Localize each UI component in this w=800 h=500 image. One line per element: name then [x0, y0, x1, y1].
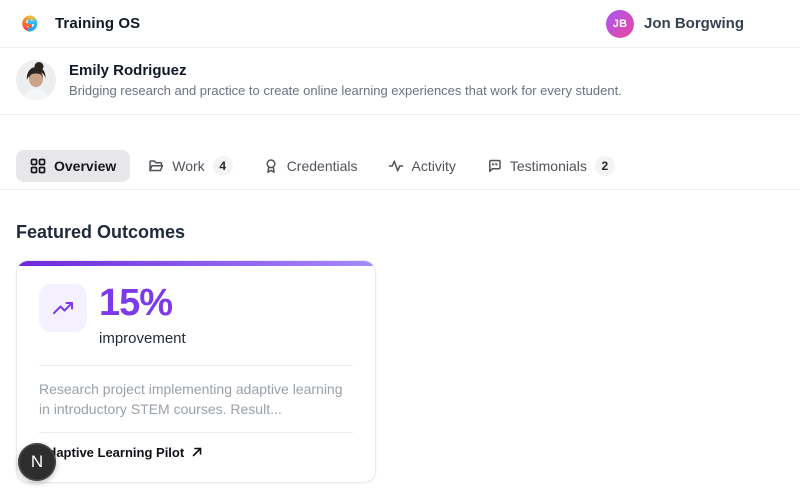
- card-divider: [39, 431, 353, 433]
- message-quote-icon: [486, 158, 502, 174]
- main-content: Featured Outcomes 15% improvement Resear…: [0, 222, 800, 483]
- section-title: Featured Outcomes: [16, 222, 186, 242]
- app-title: Training OS: [55, 15, 141, 32]
- card-divider: [39, 364, 353, 366]
- nextjs-dev-badge[interactable]: N: [18, 443, 56, 481]
- profile-header: Emily Rodriguez Bridging research and pr…: [0, 48, 800, 115]
- tab-label: Activity: [411, 158, 456, 174]
- user-avatar[interactable]: JB: [606, 9, 634, 38]
- tab-label: Overview: [54, 158, 117, 174]
- tab-bar: Overview Work 4 Credentials: [0, 115, 800, 190]
- brand: Training OS: [16, 11, 140, 36]
- arrow-up-right-icon: [191, 446, 203, 458]
- link-label: Adaptive Learning Pilot: [39, 444, 185, 460]
- metric-label: improvement: [99, 329, 186, 347]
- tab-work[interactable]: Work 4: [136, 150, 244, 182]
- metric-value: 15%: [99, 282, 173, 324]
- tab-overview[interactable]: Overview: [16, 150, 131, 182]
- featured-outcome-card: 15% improvement Research project impleme…: [16, 260, 376, 483]
- tab-label: Credentials: [286, 158, 358, 174]
- outcome-project-link[interactable]: Adaptive Learning Pilot: [39, 445, 203, 460]
- folder-open-icon: [148, 158, 164, 174]
- top-bar: Training OS JB Jon Borgwing: [0, 0, 800, 48]
- profile-avatar: [16, 60, 56, 100]
- work-count-badge: 4: [212, 156, 233, 176]
- app-logo-icon: [16, 11, 43, 36]
- dev-badge-letter: N: [30, 452, 44, 471]
- profile-text: Emily Rodriguez Bridging research and pr…: [69, 62, 622, 98]
- outcome-description: Research project implementing adaptive l…: [39, 380, 343, 417]
- tab-activity[interactable]: Activity: [376, 150, 468, 182]
- tab-testimonials[interactable]: Testimonials 2: [474, 150, 627, 182]
- tab-credentials[interactable]: Credentials: [251, 150, 370, 182]
- user-name: Jon Borgwing: [644, 15, 744, 32]
- card-accent-bar: [17, 261, 375, 266]
- metric-text: 15% improvement: [99, 282, 186, 347]
- profile-bio: Bridging research and practice to create…: [69, 83, 622, 98]
- profile-name: Emily Rodriguez: [69, 62, 187, 79]
- tab-label: Work: [172, 158, 205, 174]
- activity-icon: [388, 158, 404, 174]
- award-icon: [263, 158, 279, 174]
- user-menu[interactable]: JB Jon Borgwing: [606, 9, 744, 38]
- trending-up-icon: [39, 284, 87, 332]
- testimonials-count-badge: 2: [594, 156, 615, 176]
- tab-label: Testimonials: [509, 158, 587, 174]
- grid-icon: [30, 158, 46, 174]
